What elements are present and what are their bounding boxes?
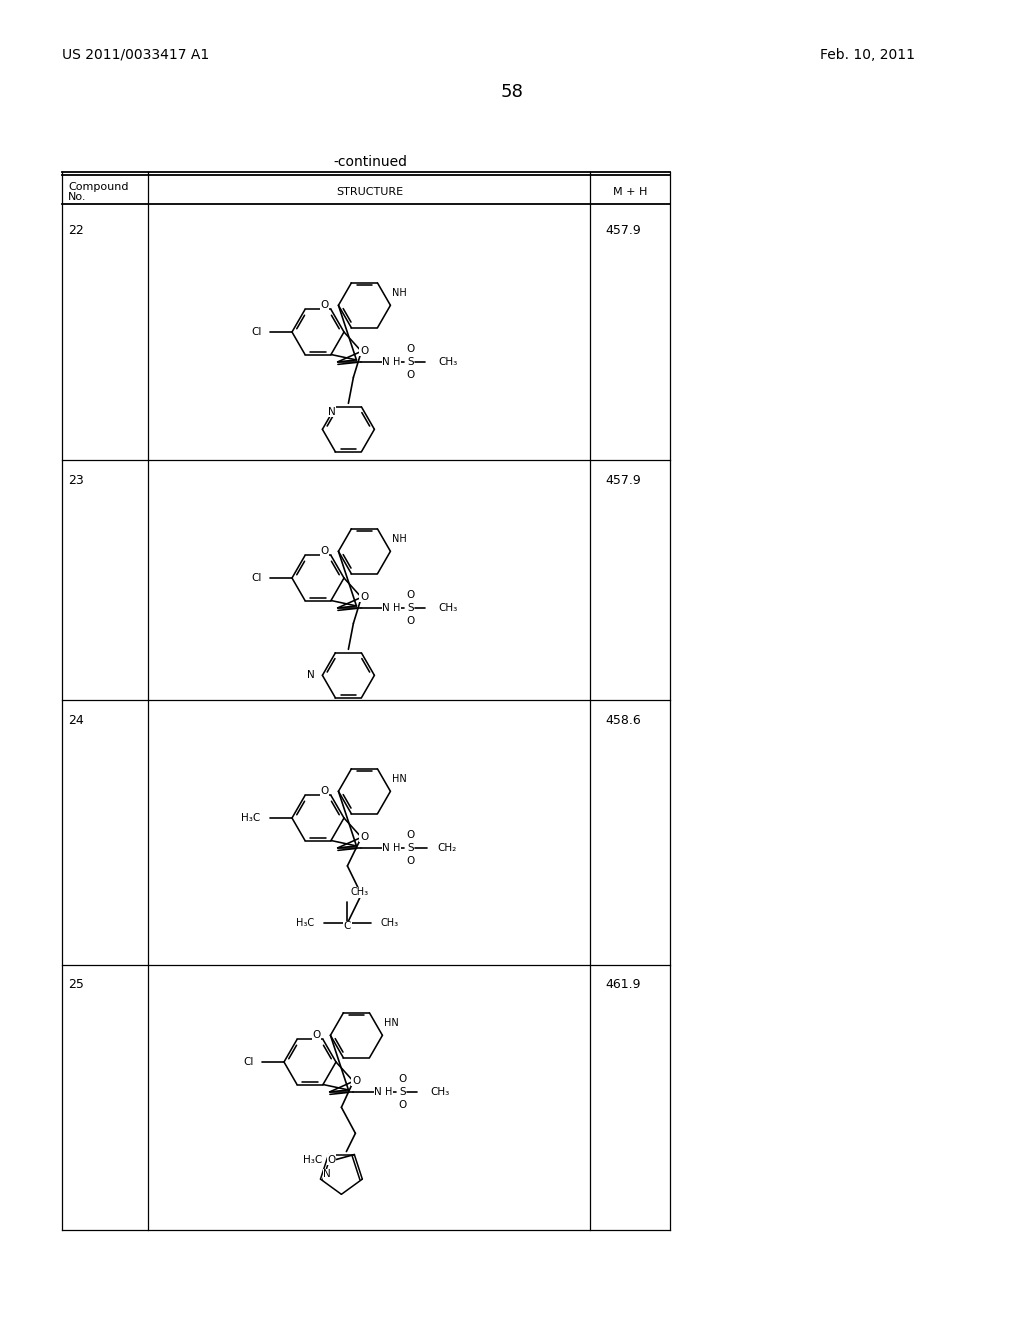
Text: STRUCTURE: STRUCTURE xyxy=(337,187,403,197)
Text: O: O xyxy=(328,1155,336,1164)
Text: N: N xyxy=(324,1170,331,1179)
Text: HN: HN xyxy=(392,775,408,784)
Text: O: O xyxy=(407,590,415,599)
Text: N: N xyxy=(382,603,390,612)
Text: S: S xyxy=(408,356,414,367)
Text: H: H xyxy=(393,843,400,853)
Text: N: N xyxy=(306,671,314,680)
Text: O: O xyxy=(407,830,415,840)
Text: Cl: Cl xyxy=(244,1057,254,1067)
Text: O: O xyxy=(321,301,329,310)
Text: O: O xyxy=(398,1074,407,1084)
Text: NH: NH xyxy=(392,535,408,544)
Text: S: S xyxy=(408,603,414,612)
Text: No.: No. xyxy=(68,191,86,202)
Text: H₃C: H₃C xyxy=(303,1155,323,1164)
Text: 458.6: 458.6 xyxy=(605,714,641,726)
Text: CH₃: CH₃ xyxy=(438,356,457,367)
Text: Feb. 10, 2011: Feb. 10, 2011 xyxy=(820,48,915,62)
Text: 24: 24 xyxy=(68,714,84,726)
Text: O: O xyxy=(352,1076,360,1086)
Text: Cl: Cl xyxy=(252,573,262,583)
Text: Cl: Cl xyxy=(252,327,262,337)
Text: HN: HN xyxy=(384,1018,399,1028)
Text: US 2011/0033417 A1: US 2011/0033417 A1 xyxy=(62,48,209,62)
Text: O: O xyxy=(321,787,329,796)
Text: H₃C: H₃C xyxy=(241,813,260,822)
Text: O: O xyxy=(407,345,415,354)
Text: -continued: -continued xyxy=(333,154,407,169)
Text: CH₃: CH₃ xyxy=(438,603,457,612)
Text: O: O xyxy=(312,1031,321,1040)
Text: 461.9: 461.9 xyxy=(605,978,640,991)
Text: O: O xyxy=(359,346,369,356)
Text: N: N xyxy=(374,1086,382,1097)
Text: N: N xyxy=(382,356,390,367)
Text: S: S xyxy=(399,1086,406,1097)
Text: N: N xyxy=(328,407,335,417)
Text: S: S xyxy=(408,843,414,853)
Text: H₃C: H₃C xyxy=(296,919,314,928)
Text: NH: NH xyxy=(392,288,408,298)
Text: CH₃: CH₃ xyxy=(430,1086,450,1097)
Text: CH₃: CH₃ xyxy=(350,887,369,898)
Text: 457.9: 457.9 xyxy=(605,474,641,487)
Text: CH₃: CH₃ xyxy=(381,919,399,928)
Text: 22: 22 xyxy=(68,223,84,236)
Text: CH₂: CH₂ xyxy=(437,843,457,853)
Text: O: O xyxy=(407,370,415,380)
Text: 25: 25 xyxy=(68,978,84,991)
Text: N: N xyxy=(382,843,390,853)
Text: H: H xyxy=(393,603,400,612)
Text: O: O xyxy=(407,616,415,626)
Text: H: H xyxy=(385,1086,392,1097)
Text: O: O xyxy=(359,832,369,842)
Text: O: O xyxy=(359,591,369,602)
Text: H: H xyxy=(393,356,400,367)
Text: 457.9: 457.9 xyxy=(605,223,641,236)
Text: 23: 23 xyxy=(68,474,84,487)
Text: Compound: Compound xyxy=(68,182,128,191)
Text: M + H: M + H xyxy=(612,187,647,197)
Text: 58: 58 xyxy=(501,83,523,102)
Text: C: C xyxy=(344,921,351,931)
Text: O: O xyxy=(321,546,329,556)
Text: O: O xyxy=(407,855,415,866)
Text: O: O xyxy=(398,1100,407,1110)
